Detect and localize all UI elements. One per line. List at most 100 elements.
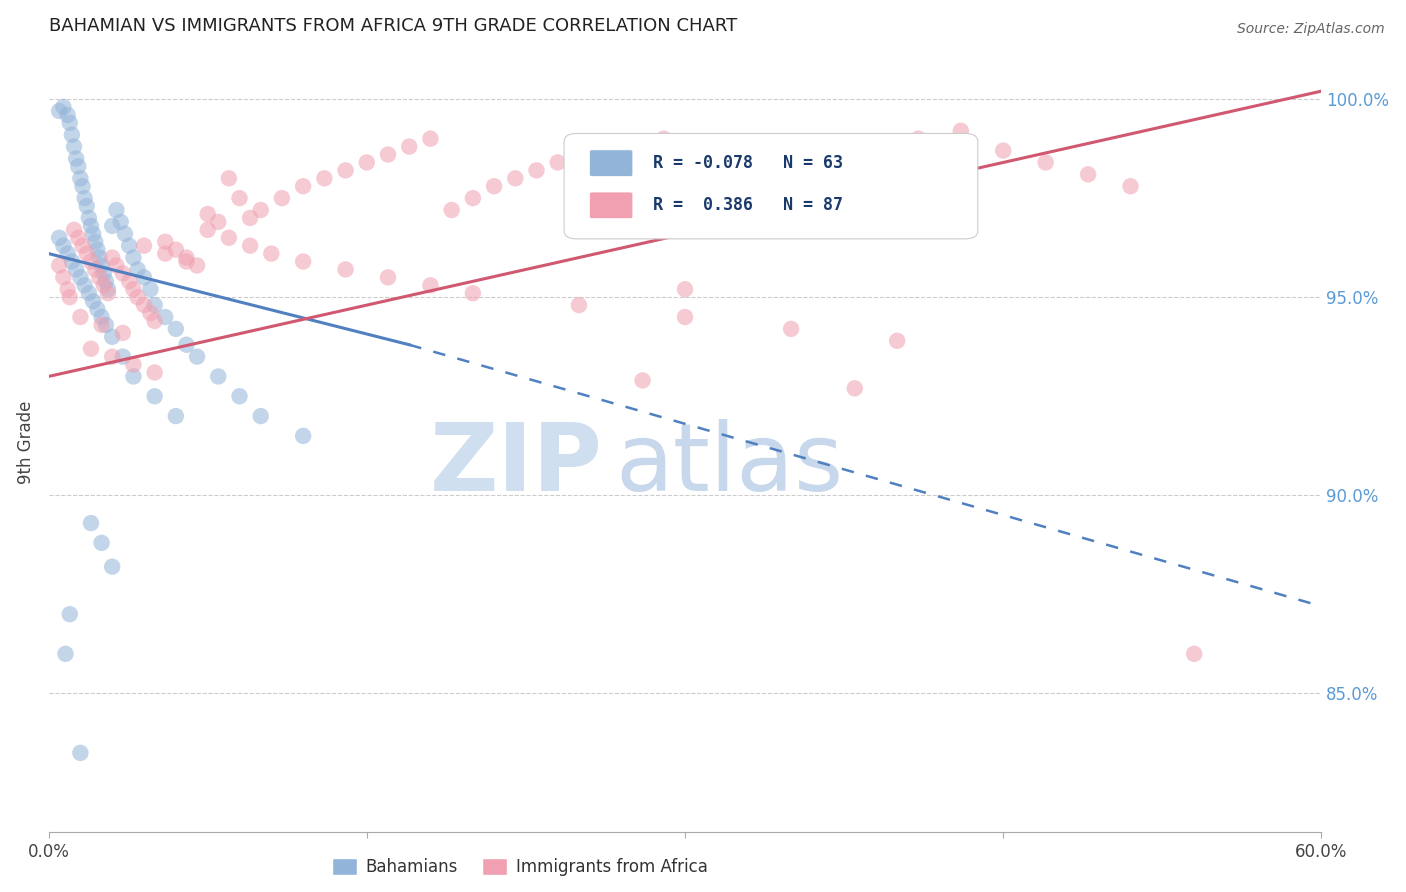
Point [122,251,145,265]
Text: R =  0.386   N = 87: R = 0.386 N = 87 [654,196,844,214]
Point [89,270,111,285]
Point [48,103,70,118]
Point [335,262,357,277]
Point [197,207,219,221]
Point [155,310,177,324]
Point [52,238,75,252]
Point [547,155,569,169]
Point [76,199,98,213]
Point [398,139,420,153]
Point [1119,179,1142,194]
Point [1077,167,1099,181]
Point [568,298,591,312]
Point [60,254,83,268]
Y-axis label: 9th Grade: 9th Grade [17,401,35,483]
Point [419,131,441,145]
Point [60,128,83,142]
Point [176,251,198,265]
Point [86,243,108,257]
Point [90,310,112,324]
Point [76,246,98,260]
Point [90,318,112,332]
Point [48,259,70,273]
Point [356,155,378,169]
Point [101,559,124,574]
Point [114,227,136,241]
Point [122,282,145,296]
Point [176,254,198,268]
Point [59,290,82,304]
Point [90,259,112,273]
Point [72,179,94,194]
Text: BAHAMIAN VS IMMIGRANTS FROM AFRICA 9TH GRADE CORRELATION CHART: BAHAMIAN VS IMMIGRANTS FROM AFRICA 9TH G… [49,17,737,35]
Point [101,350,124,364]
Point [249,409,271,423]
Point [165,409,187,423]
Point [737,179,759,194]
Point [139,306,162,320]
Point [377,270,399,285]
Point [69,310,91,324]
Point [93,267,115,281]
Point [155,246,177,260]
Point [84,262,107,277]
Point [72,238,94,252]
Point [93,278,115,293]
Point [69,171,91,186]
Point [63,223,86,237]
Point [461,191,484,205]
Point [127,290,149,304]
Point [335,163,357,178]
Point [844,381,866,395]
Point [97,286,120,301]
Point [218,171,240,186]
Point [907,131,929,145]
Point [165,322,187,336]
Point [886,334,908,348]
Point [65,152,87,166]
Point [65,262,87,277]
Point [127,262,149,277]
Point [101,251,124,265]
Point [55,647,77,661]
Point [59,607,82,622]
FancyBboxPatch shape [589,150,633,177]
Point [52,100,75,114]
Point [207,369,229,384]
Point [143,389,166,403]
Point [197,223,219,237]
Point [780,322,803,336]
Point [80,342,103,356]
Point [101,219,124,233]
Point [122,358,145,372]
Point [132,298,155,312]
Point [695,152,717,166]
Point [82,294,104,309]
Point [77,211,100,225]
Point [292,254,315,268]
Point [105,202,128,217]
Point [94,318,117,332]
Point [73,191,96,205]
Point [631,373,654,387]
Point [155,235,177,249]
Point [67,231,90,245]
Point [610,139,633,153]
Point [228,191,250,205]
Point [94,274,117,288]
Legend: Bahamians, Immigrants from Africa: Bahamians, Immigrants from Africa [325,851,714,882]
Point [56,282,79,296]
Point [526,163,548,178]
FancyBboxPatch shape [564,134,977,239]
Point [1182,647,1205,661]
Point [111,267,134,281]
Text: atlas: atlas [614,419,844,511]
FancyBboxPatch shape [589,192,633,219]
Point [228,389,250,403]
Point [77,286,100,301]
Point [419,278,441,293]
Point [101,330,124,344]
Point [143,298,166,312]
Point [80,219,103,233]
Point [207,215,229,229]
